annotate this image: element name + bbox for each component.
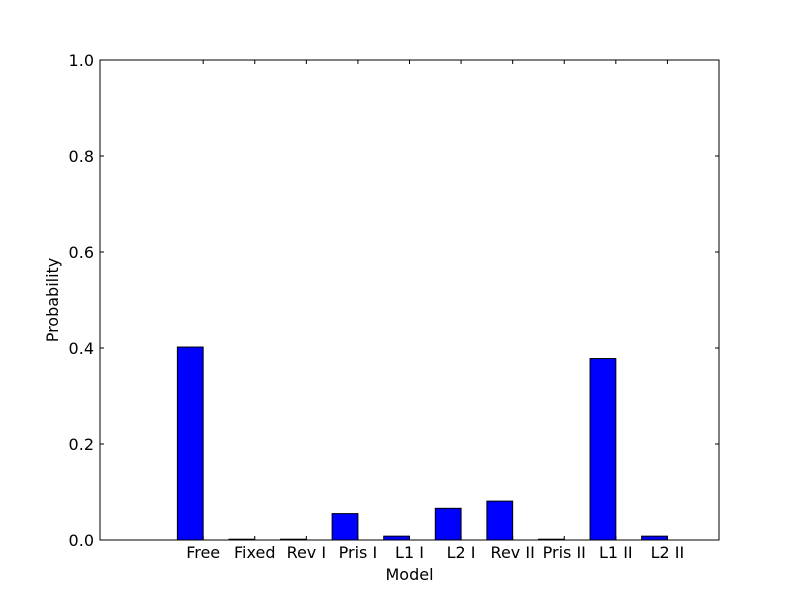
x-tick-label: L2 I	[447, 543, 476, 562]
x-tick-label: Rev I	[287, 543, 327, 562]
bar-l1-ii	[589, 358, 617, 541]
y-tick-label: 0.6	[69, 243, 94, 262]
x-tick-label: L1 I	[395, 543, 424, 562]
x-axis-label: Model	[385, 565, 433, 584]
y-tick-label: 1.0	[69, 51, 94, 70]
bar-pris-i	[331, 513, 359, 541]
bar-free	[176, 346, 204, 541]
y-tick-label: 0.8	[69, 147, 94, 166]
y-tick-label: 0.0	[69, 531, 94, 550]
bar-l2-ii	[641, 535, 668, 541]
x-tick-label: Fixed	[234, 543, 275, 562]
x-tick-label: Free	[186, 543, 220, 562]
bars-group	[176, 346, 668, 541]
x-tick-label: Pris I	[339, 543, 378, 562]
x-tick-label: L2 II	[651, 543, 685, 562]
x-tick-label: Rev II	[491, 543, 535, 562]
y-tick-label: 0.4	[69, 339, 94, 358]
bar-l1-i	[383, 535, 411, 541]
bar-l2-i	[434, 507, 462, 541]
x-tick-label: Pris II	[543, 543, 586, 562]
y-tick-label: 0.2	[69, 435, 94, 454]
bar-rev-ii	[486, 500, 514, 541]
plot-frame	[99, 59, 720, 541]
y-axis-label: Probability	[43, 258, 62, 343]
x-tick-label: L1 II	[599, 543, 633, 562]
ticks-group: Free Fixed Rev I Pris I L1 I L2 I Rev II Pris I…	[69, 51, 719, 562]
